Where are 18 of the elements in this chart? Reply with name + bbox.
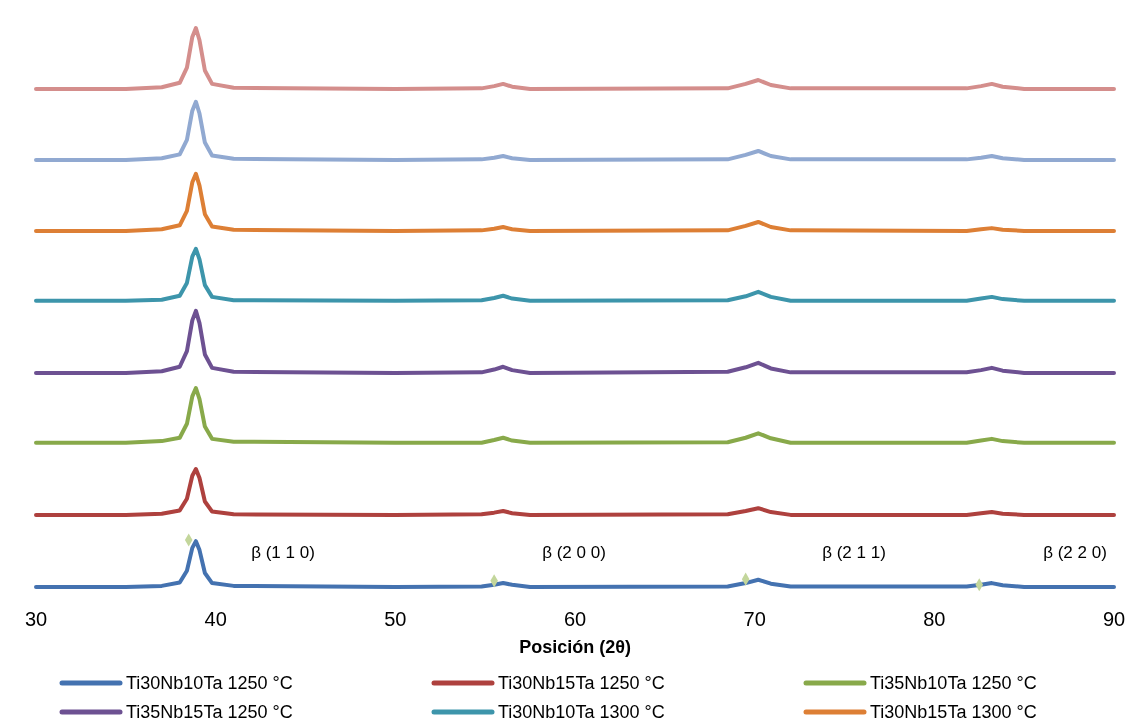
x-tick-label: 30 — [24, 608, 48, 630]
annotation: β (1 1 0) — [251, 542, 315, 562]
legend-label: Ti30Nb15Ta 1300 °C — [870, 702, 1037, 722]
annotation: β (2 1 1) — [822, 542, 886, 562]
legend-label: Ti35Nb10Ta 1250 °C — [870, 673, 1037, 693]
annotation: β (2 2 0) — [1043, 542, 1107, 562]
x-tick-label: 60 — [563, 608, 587, 630]
legend-label: Ti30Nb10Ta 1250 °C — [126, 673, 293, 693]
annotation: β (2 0 0) — [542, 542, 606, 562]
legend-label: Ti30Nb10Ta 1300 °C — [498, 702, 665, 722]
x-tick-label: 50 — [384, 608, 407, 630]
legend-label: Ti30Nb15Ta 1250 °C — [498, 673, 665, 693]
x-tick-label: 90 — [1102, 608, 1126, 630]
x-tick-label: 70 — [743, 608, 766, 630]
legend-label: Ti35Nb15Ta 1250 °C — [126, 702, 293, 722]
x-tick-label: 40 — [204, 608, 227, 630]
x-axis-title: Posición (2θ) — [519, 637, 631, 657]
x-tick-label: 80 — [923, 608, 946, 630]
